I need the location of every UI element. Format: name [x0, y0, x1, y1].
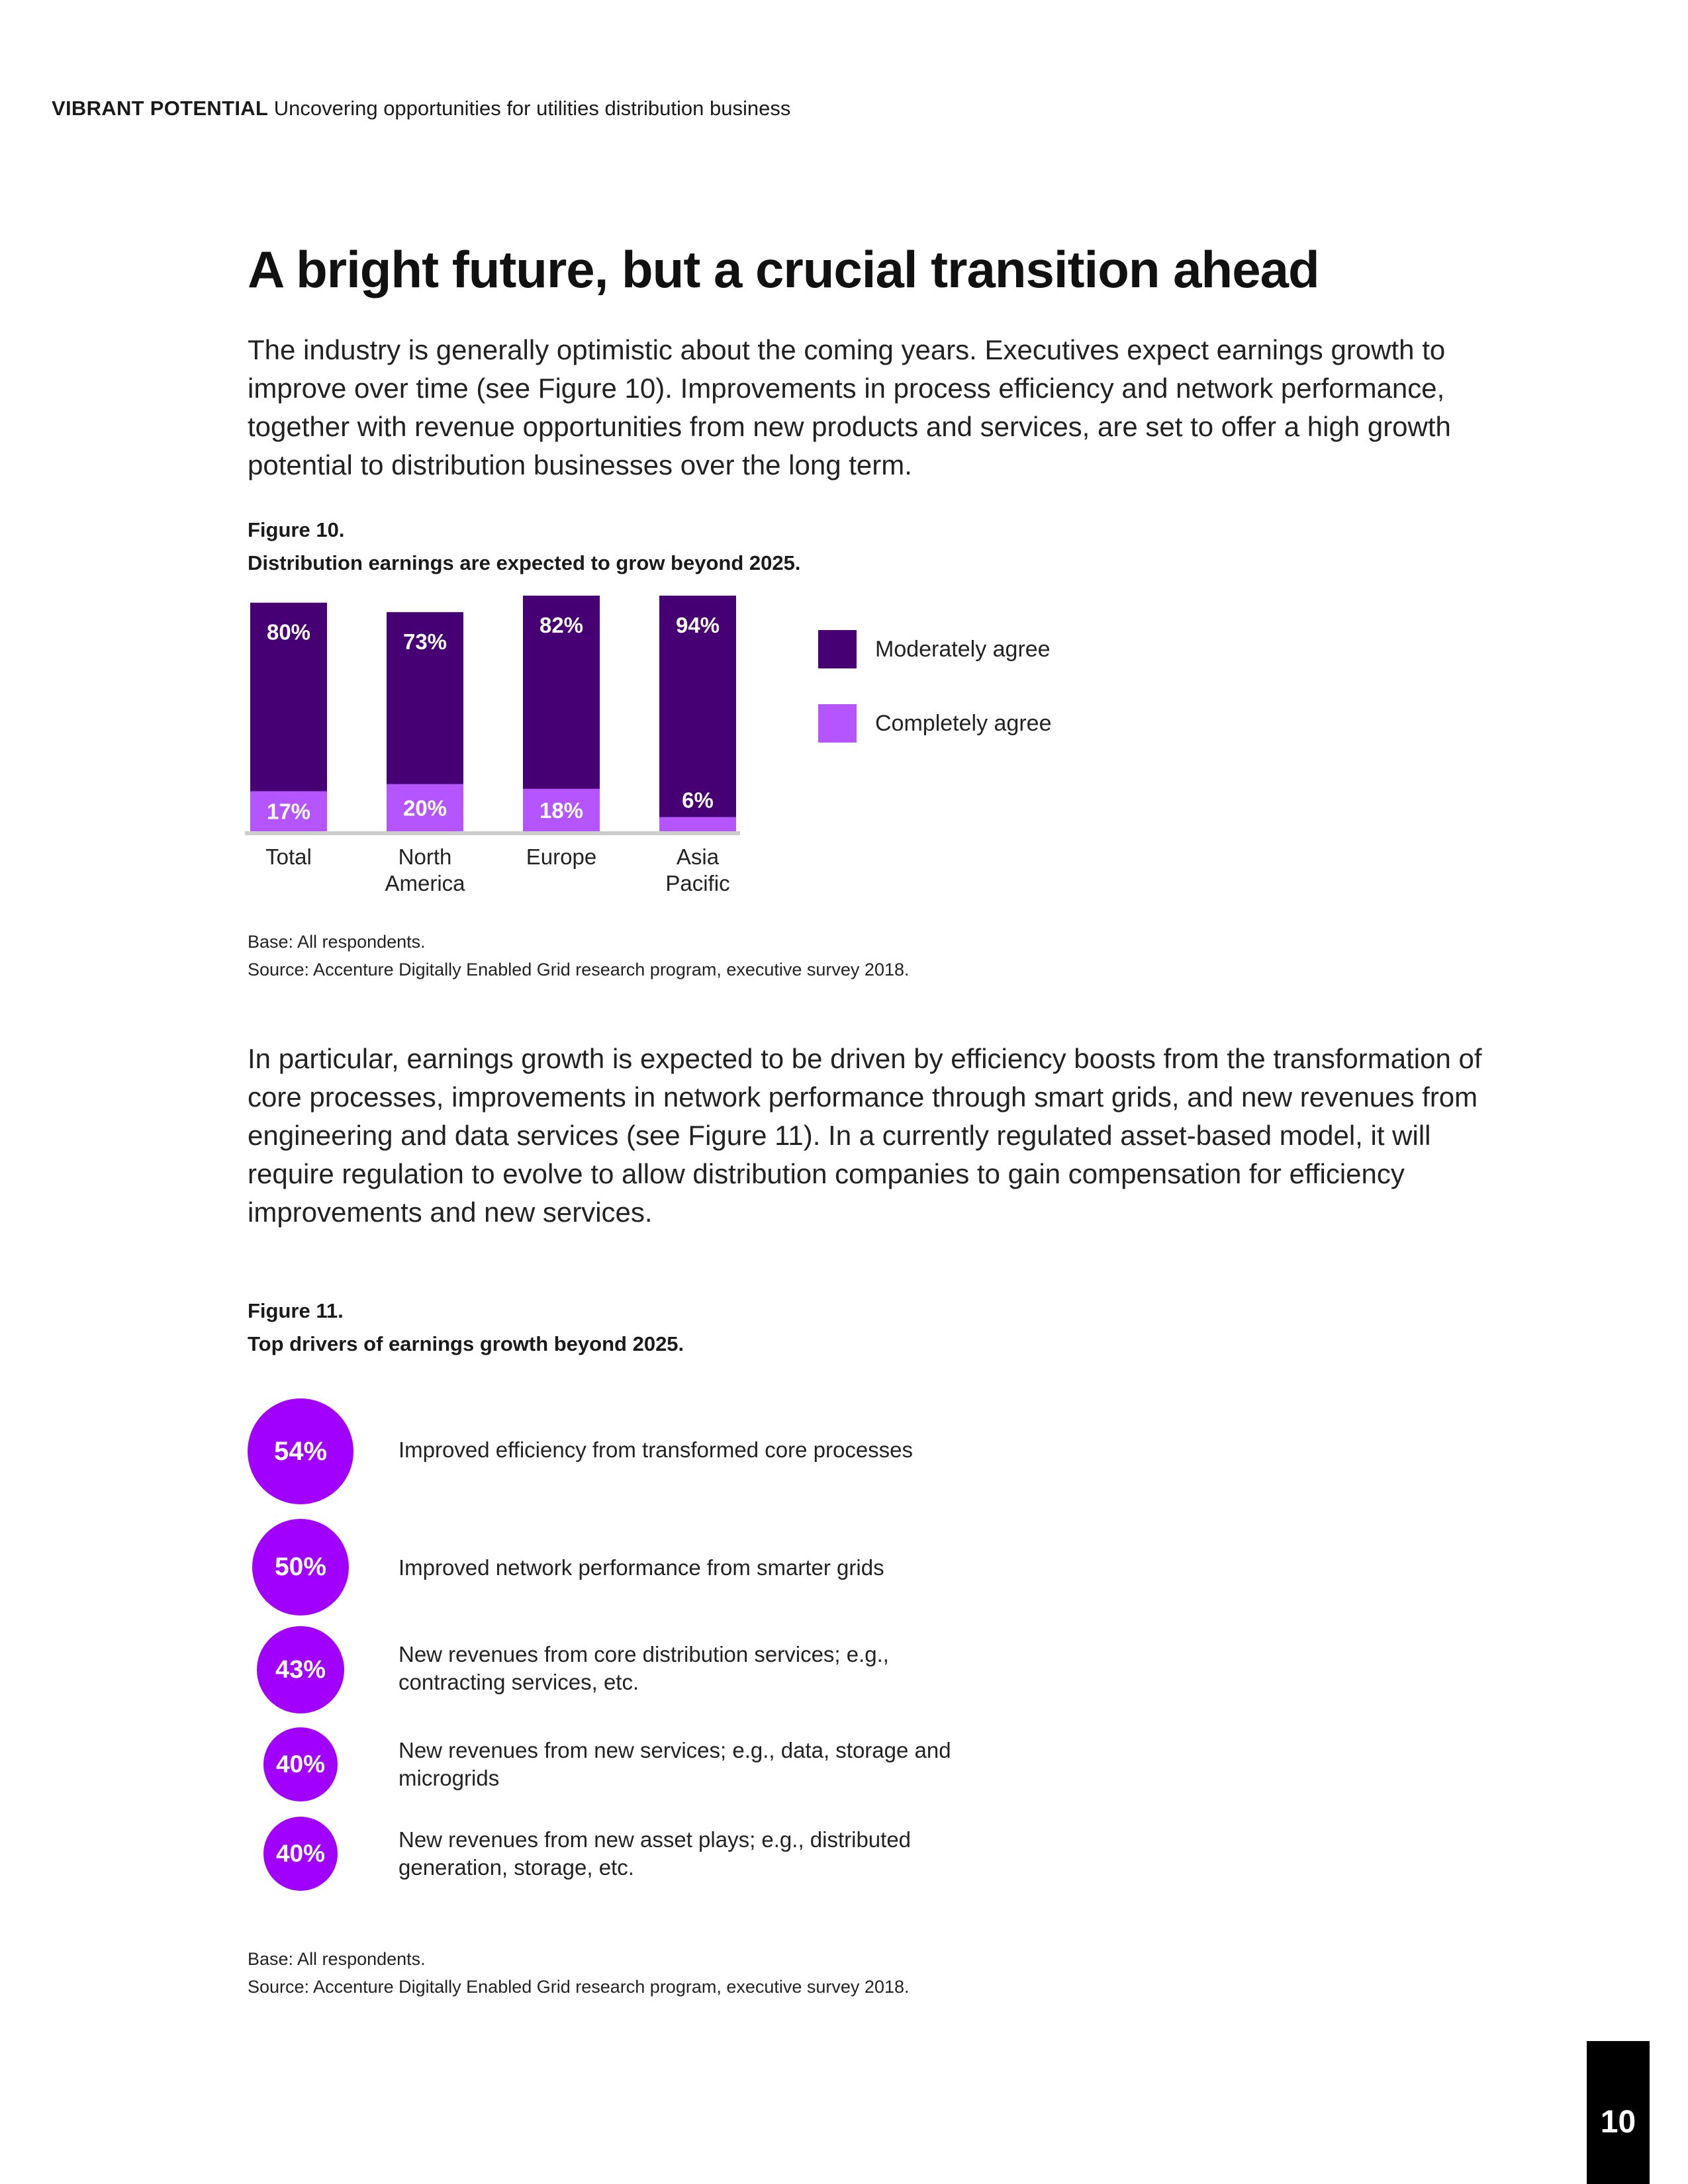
header-subtitle: Uncovering opportunities for utilities d… — [273, 97, 791, 120]
driver-text: New revenues from new asset plays; e.g.,… — [399, 1827, 912, 1880]
figure11-caption: Top drivers of earnings growth beyond 20… — [248, 1332, 684, 1355]
intro-paragraph: The industry is generally optimistic abo… — [248, 334, 1451, 480]
category-tick-label: America — [385, 871, 465, 895]
driver-text: Improved network performance from smarte… — [399, 1555, 884, 1580]
figure11-base: Base: All respondents. — [248, 1949, 426, 1969]
data-label-completely-agree: 17% — [267, 799, 310, 824]
data-label-completely-agree: 20% — [403, 796, 447, 820]
driver-circle: 50% — [252, 1519, 349, 1615]
figure10-number: Figure 10. — [248, 518, 345, 541]
figure10-base: Base: All respondents. — [248, 932, 426, 952]
driver-text: New revenues from new services; e.g., da… — [399, 1738, 951, 1790]
bar-moderately-agree — [659, 596, 736, 817]
legend-item-moderately-agree: Moderately agree — [818, 630, 1051, 668]
legend-swatch-completely-agree — [818, 704, 857, 743]
data-label-moderately-agree: 80% — [267, 620, 310, 645]
driver-circle: 43% — [257, 1626, 344, 1713]
driver-circle: 54% — [248, 1398, 353, 1504]
header-brand: VIBRANT POTENTIAL — [52, 97, 269, 120]
figure11-source: Source: Accenture Digitally Enabled Grid… — [248, 1977, 910, 1997]
legend-label-moderately-agree: Moderately agree — [875, 636, 1051, 662]
data-label-moderately-agree: 82% — [539, 613, 583, 637]
category-tick-label: Asia — [677, 844, 720, 869]
driver-row: 50% Improved network performance from sm… — [248, 1519, 884, 1615]
driver-text: Improved efficiency from transformed cor… — [399, 1437, 914, 1462]
legend-swatch-moderately-agree — [818, 630, 857, 668]
category-tick-label: North — [399, 844, 452, 869]
bar-completely-agree — [523, 788, 600, 831]
figure10-caption: Distribution earnings are expected to gr… — [248, 551, 801, 574]
figure10-notes: Base: All respondents. Source: Accenture… — [248, 928, 910, 983]
bar-moderately-agree — [250, 602, 327, 792]
legend-label-completely-agree: Completely agree — [875, 710, 1052, 736]
figure10-source: Source: Accenture Digitally Enabled Grid… — [248, 960, 910, 979]
bar-completely-agree — [659, 817, 736, 831]
bar-moderately-agree — [523, 596, 600, 789]
data-label-moderately-agree: 73% — [403, 629, 447, 654]
figure11-notes: Base: All respondents. Source: Accenture… — [248, 1945, 910, 2001]
running-header: VIBRANT POTENTIAL Uncovering opportuniti… — [52, 97, 790, 120]
driver-circle: 40% — [263, 1727, 338, 1801]
category-tick-label: Pacific — [665, 871, 729, 895]
driver-row: 40% New revenues from new services; e.g.… — [248, 1727, 951, 1801]
bar-moderately-agree — [387, 612, 463, 784]
figure11-label: Figure 11. Top drivers of earnings growt… — [248, 1295, 684, 1361]
data-label-completely-agree: 18% — [539, 798, 583, 823]
legend-item-completely-agree: Completely agree — [818, 704, 1051, 743]
category-tick-label: Total — [265, 844, 312, 869]
data-label-moderately-agree: 94% — [676, 613, 720, 637]
driver-circle: 40% — [263, 1817, 338, 1891]
figure10-label: Figure 10. Distribution earnings are exp… — [248, 514, 800, 580]
page-number: 10 — [1587, 2041, 1650, 2184]
bar-completely-agree — [387, 784, 463, 831]
data-label-completely-agree: 6% — [682, 788, 714, 813]
body-paragraph-2: In particular, earnings growth is expect… — [248, 1043, 1482, 1228]
bar-completely-agree — [250, 791, 327, 831]
figure11-number: Figure 11. — [248, 1299, 344, 1322]
driver-row: 40% New revenues from new asset plays; e… — [248, 1817, 911, 1891]
driver-text: New revenues from core distribution serv… — [399, 1642, 889, 1694]
driver-row: 43% New revenues from core distribution … — [248, 1626, 889, 1713]
driver-row: 54% Improved efficiency from transformed… — [248, 1398, 913, 1504]
page-title: A bright future, but a crucial transitio… — [248, 240, 1320, 298]
category-tick-label: Europe — [526, 844, 596, 869]
